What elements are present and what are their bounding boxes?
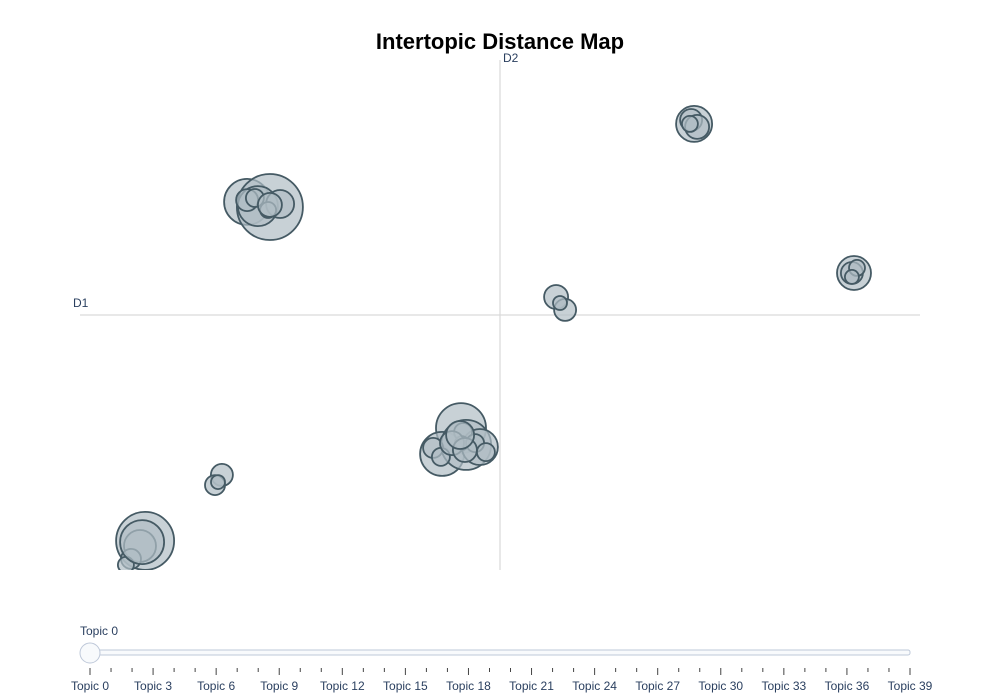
topic-bubble[interactable] — [552, 295, 568, 311]
slider-step-label[interactable]: Topic 33 — [761, 679, 806, 693]
slider-current-value: Topic 0 — [80, 624, 118, 638]
slider-step-label[interactable]: Topic 6 — [197, 679, 235, 693]
slider-handle[interactable] — [79, 642, 101, 664]
slider-step-label[interactable]: Topic 39 — [888, 679, 933, 693]
slider-step-label[interactable]: Topic 3 — [134, 679, 172, 693]
slider-step-label[interactable]: Topic 27 — [635, 679, 680, 693]
topic-bubble[interactable] — [681, 115, 699, 133]
slider-track — [89, 649, 911, 656]
slider-step-label[interactable]: Topic 30 — [698, 679, 743, 693]
topic-bubble[interactable] — [844, 268, 860, 285]
topic-bubble[interactable] — [119, 519, 166, 565]
slider-step-label[interactable]: Topic 36 — [825, 679, 870, 693]
slider-step-label[interactable]: Topic 21 — [509, 679, 554, 693]
slider[interactable]: Topic 0 Topic 0 Topic 3 Topic 6 Topic 9 Topic… — [71, 624, 933, 693]
slider-step-label[interactable]: Topic 18 — [446, 679, 491, 693]
chart-title: Intertopic Distance Map — [376, 29, 624, 54]
topic-bubble[interactable] — [475, 442, 496, 463]
topic-bubble[interactable] — [445, 420, 476, 450]
topic-bubble[interactable] — [256, 191, 283, 218]
slider-step-label[interactable]: Topic 24 — [572, 679, 617, 693]
y-axis-label: D2 — [503, 51, 519, 65]
x-axis-label: D1 — [73, 296, 89, 310]
bubble-layer — [115, 105, 872, 570]
slider-step-label[interactable]: Topic 12 — [320, 679, 365, 693]
slider-step-label[interactable]: Topic 9 — [260, 679, 298, 693]
slider-step-label[interactable]: Topic 15 — [383, 679, 428, 693]
slider-step-label[interactable]: Topic 0 — [71, 679, 109, 693]
topic-bubble[interactable] — [210, 474, 226, 491]
